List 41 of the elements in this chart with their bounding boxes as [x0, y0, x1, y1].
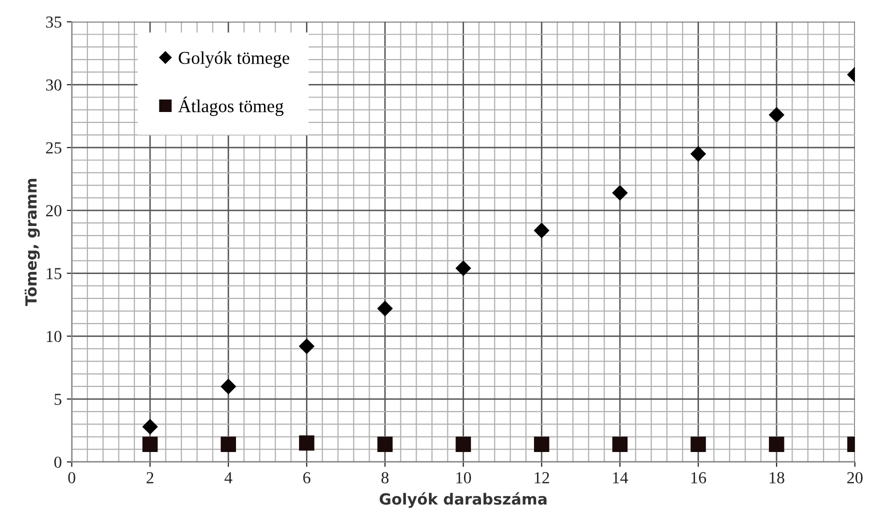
y-tick-label: 25 — [46, 142, 62, 154]
y-tick-label: 30 — [46, 79, 62, 91]
x-axis-title: Golyók darabszáma — [380, 492, 546, 508]
y-tick-label: 5 — [54, 394, 62, 405]
x-tick-label: 2 — [146, 472, 154, 484]
x-tick-label: 10 — [456, 472, 472, 484]
x-tick-label: 4 — [224, 472, 232, 484]
legend-label: Golyók tömege — [178, 51, 290, 68]
point — [456, 436, 471, 452]
y-tick-label: 10 — [46, 330, 62, 342]
point — [690, 146, 706, 162]
point — [534, 436, 550, 452]
point — [612, 436, 628, 452]
point — [220, 436, 236, 452]
point — [299, 435, 314, 451]
point — [612, 185, 628, 200]
point — [377, 300, 393, 316]
x-tick-label: 18 — [770, 472, 784, 484]
point — [456, 260, 471, 276]
x-tick-label: 12 — [534, 472, 550, 484]
point — [534, 222, 550, 238]
x-tick-label: 14 — [613, 472, 628, 484]
point — [768, 436, 784, 452]
point — [768, 107, 784, 122]
point — [220, 378, 236, 394]
x-tick-label: 6 — [303, 472, 310, 484]
x-tick-label: 20 — [847, 472, 863, 484]
point — [377, 436, 393, 452]
y-tick-label: 0 — [54, 456, 62, 468]
x-tick-label: 0 — [68, 472, 76, 484]
y-tick-label: 35 — [46, 16, 62, 28]
legend-label: Átlagos tömeg — [178, 96, 284, 116]
point — [299, 338, 314, 354]
point — [142, 419, 158, 434]
point — [690, 436, 706, 452]
x-tick-label: 8 — [381, 472, 389, 484]
y-tick-label: 20 — [46, 205, 62, 216]
y-tick-label: 15 — [46, 268, 62, 280]
x-tick-label: 16 — [691, 472, 706, 484]
y-axis-title: Tömeg, gramm — [24, 178, 40, 306]
point — [142, 436, 158, 452]
